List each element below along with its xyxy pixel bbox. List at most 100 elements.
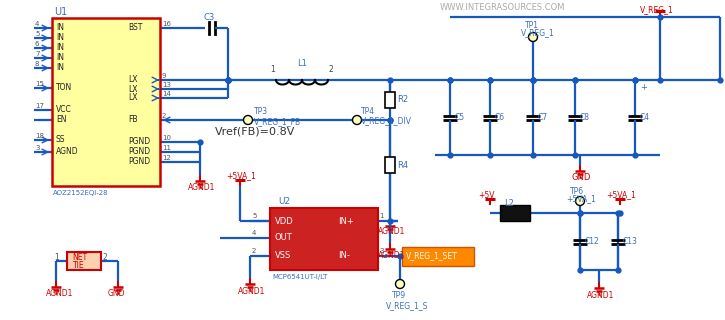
Text: MCP6541UT-I/LT: MCP6541UT-I/LT <box>272 274 328 280</box>
Text: IN: IN <box>56 53 64 62</box>
Text: +5V: +5V <box>478 190 494 199</box>
Text: LX: LX <box>128 84 138 93</box>
Text: 9: 9 <box>162 73 167 79</box>
Text: IN: IN <box>56 44 64 52</box>
Text: V_REG_1_FB: V_REG_1_FB <box>254 117 301 126</box>
FancyBboxPatch shape <box>67 252 101 270</box>
Circle shape <box>396 279 405 289</box>
Text: 7: 7 <box>35 51 39 57</box>
Text: 2: 2 <box>329 66 334 75</box>
Text: AGND1: AGND1 <box>587 291 614 300</box>
Text: 3: 3 <box>379 248 384 254</box>
Text: TP3: TP3 <box>254 108 268 116</box>
Text: WWW.INTEGRASOURCES.COM: WWW.INTEGRASOURCES.COM <box>440 3 566 12</box>
Text: AOZ2152EQI-28: AOZ2152EQI-28 <box>53 190 109 196</box>
Text: AGND1: AGND1 <box>188 183 215 193</box>
Text: AGND1: AGND1 <box>378 252 405 260</box>
Text: EN: EN <box>56 116 67 124</box>
Text: C6: C6 <box>495 113 505 122</box>
Text: 3: 3 <box>35 145 39 151</box>
Text: IN: IN <box>56 34 64 43</box>
Text: +: + <box>640 84 647 92</box>
Text: PGND: PGND <box>128 148 150 156</box>
Bar <box>52 18 160 186</box>
Text: +5VA_1: +5VA_1 <box>566 195 596 204</box>
Text: R2: R2 <box>397 95 408 105</box>
Text: R4: R4 <box>397 161 408 170</box>
Text: V_REG_1: V_REG_1 <box>640 5 674 14</box>
Text: V_REG_1_S: V_REG_1_S <box>386 301 428 310</box>
Text: TP1: TP1 <box>525 20 539 29</box>
Circle shape <box>529 33 537 42</box>
Text: C12: C12 <box>585 237 600 246</box>
Text: U1: U1 <box>54 7 67 17</box>
Bar <box>270 208 378 270</box>
Text: Vref(FB)=0.8V: Vref(FB)=0.8V <box>215 127 295 137</box>
Text: +5VA_1: +5VA_1 <box>606 190 636 199</box>
Text: 10: 10 <box>162 135 171 141</box>
Text: OUT: OUT <box>275 234 293 243</box>
Text: 6: 6 <box>35 41 39 47</box>
Text: 4: 4 <box>35 21 39 27</box>
Text: U2: U2 <box>278 197 290 206</box>
Text: 5: 5 <box>35 31 39 37</box>
Text: C13: C13 <box>623 237 638 246</box>
Text: AGND: AGND <box>56 148 78 156</box>
Text: V_REG_1_DIV: V_REG_1_DIV <box>361 116 412 125</box>
Text: L2: L2 <box>504 198 514 207</box>
Text: 14: 14 <box>162 91 171 97</box>
Text: 1: 1 <box>54 253 59 262</box>
Bar <box>385 157 395 173</box>
Text: 4: 4 <box>252 230 257 236</box>
Text: 2: 2 <box>103 253 108 262</box>
Text: FB: FB <box>128 116 138 124</box>
Text: C3: C3 <box>204 13 215 22</box>
Text: IN+: IN+ <box>338 217 354 226</box>
Text: L1: L1 <box>297 60 307 68</box>
Text: IN: IN <box>56 63 64 73</box>
Text: 11: 11 <box>162 145 171 151</box>
Text: BST: BST <box>128 23 142 33</box>
Text: VCC: VCC <box>56 106 72 115</box>
Text: 2: 2 <box>252 248 257 254</box>
Text: 2: 2 <box>162 113 166 119</box>
Text: 1: 1 <box>270 66 275 75</box>
Text: IN-: IN- <box>338 252 350 260</box>
Text: 15: 15 <box>35 81 44 87</box>
Text: SS: SS <box>56 135 65 145</box>
Text: AGND1: AGND1 <box>46 290 73 299</box>
Circle shape <box>244 116 252 124</box>
Circle shape <box>576 196 584 205</box>
Text: TP9: TP9 <box>392 292 406 300</box>
Bar <box>385 92 395 108</box>
Text: 1: 1 <box>379 213 384 219</box>
Text: TP6: TP6 <box>570 187 584 196</box>
Text: C8: C8 <box>580 113 590 122</box>
Text: AGND1: AGND1 <box>238 286 265 295</box>
Bar <box>500 205 530 221</box>
Text: GND: GND <box>572 172 592 181</box>
Circle shape <box>352 116 362 124</box>
FancyBboxPatch shape <box>402 247 474 266</box>
Text: V_REG_1_SET: V_REG_1_SET <box>406 252 457 260</box>
Text: 5: 5 <box>252 213 257 219</box>
Text: 13: 13 <box>162 82 171 88</box>
Text: VDD: VDD <box>275 217 294 226</box>
Text: C7: C7 <box>538 113 548 122</box>
Text: 18: 18 <box>35 133 44 139</box>
Text: 8: 8 <box>35 61 39 67</box>
Text: C5: C5 <box>455 113 465 122</box>
Text: TIE: TIE <box>73 260 85 269</box>
Text: GND: GND <box>108 290 125 299</box>
Text: 16: 16 <box>162 21 171 27</box>
Text: VSS: VSS <box>275 252 291 260</box>
Text: LX: LX <box>128 93 138 102</box>
Text: +5VA_1: +5VA_1 <box>226 172 256 180</box>
Text: C4: C4 <box>640 113 650 122</box>
Text: PGND: PGND <box>128 138 150 147</box>
Text: TP4: TP4 <box>361 107 375 116</box>
Text: NET: NET <box>72 253 87 262</box>
Text: TON: TON <box>56 84 72 92</box>
Text: V_REG_1: V_REG_1 <box>521 28 555 37</box>
Text: 17: 17 <box>35 103 44 109</box>
